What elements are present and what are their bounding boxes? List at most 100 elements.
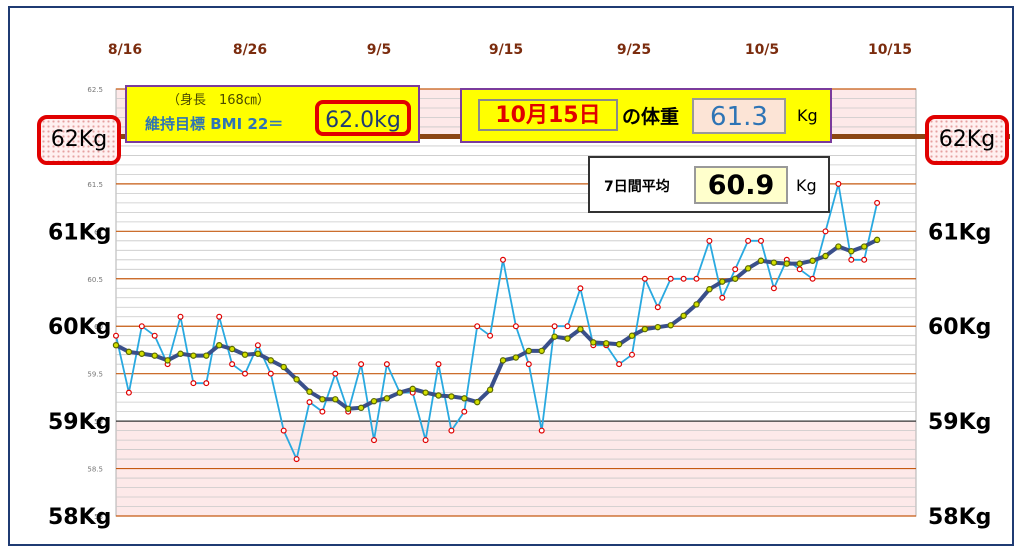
- daily-weight-point: [874, 199, 881, 206]
- seven-day-average-point: [641, 325, 649, 333]
- x-tick-label: 10/5: [745, 42, 779, 58]
- daily-weight-point: [745, 237, 752, 244]
- daily-weight-point: [564, 323, 571, 330]
- seven-day-average-point: [370, 397, 378, 405]
- seven-day-average-point: [783, 260, 791, 267]
- daily-weight-point: [680, 275, 687, 282]
- daily-weight-point: [203, 380, 210, 387]
- average-value: 60.9: [694, 166, 788, 204]
- today-date: 10月15日: [478, 99, 618, 131]
- daily-weight-point: [332, 370, 339, 377]
- seven-day-average-point: [822, 252, 829, 260]
- goal-bmi-label: 維持目標 BMI 22＝: [145, 115, 284, 133]
- seven-day-average-point: [435, 392, 442, 399]
- daily-weight-point: [254, 342, 261, 349]
- y-axis-label-left: 58Kg: [48, 505, 111, 530]
- daily-weight-point: [461, 408, 468, 415]
- today-weight-value: 61.3: [692, 98, 786, 134]
- y-axis-label-left: 59Kg: [48, 410, 111, 435]
- seven-day-average-point: [138, 350, 145, 357]
- average-unit: Kg: [796, 176, 817, 195]
- daily-weight-point: [719, 294, 726, 301]
- x-tick-label: 9/25: [617, 42, 651, 58]
- y-axis-label-left: 61Kg: [48, 220, 111, 245]
- seven-day-average-point: [512, 354, 520, 361]
- seven-day-average-point: [215, 342, 223, 349]
- seven-day-average-point: [706, 286, 713, 293]
- daily-weight-point: [112, 332, 119, 339]
- y-tick-label-small: 58: [94, 513, 103, 521]
- seven-day-average-point: [319, 396, 326, 403]
- daily-weight-point: [538, 427, 545, 434]
- seven-day-average-point: [577, 325, 584, 333]
- seven-day-average-point: [538, 347, 545, 355]
- today-weight-unit: Kg: [797, 106, 818, 125]
- today-weight-box: 10月15日 の体重 61.3 Kg: [460, 88, 832, 143]
- seven-day-average-point: [835, 243, 842, 250]
- seven-day-average-point: [770, 259, 778, 266]
- x-tick-label: 10/15: [868, 42, 912, 58]
- y-axis-label-right: 60Kg: [928, 315, 991, 340]
- seven-day-average-point: [848, 248, 855, 255]
- seven-day-average-point: [757, 257, 765, 264]
- seven-day-average-point: [293, 376, 300, 383]
- daily-weight-point: [628, 351, 635, 358]
- daily-weight-point: [770, 285, 777, 292]
- seven-day-average-point: [448, 393, 455, 400]
- x-tick-label: 9/5: [367, 42, 392, 58]
- seven-day-average-point: [873, 236, 881, 244]
- seven-day-average-box: 7日間平均 60.9 Kg: [588, 156, 830, 213]
- seven-day-average-point: [203, 352, 210, 359]
- seven-day-average-point: [861, 243, 868, 250]
- daily-weight-point: [616, 361, 623, 368]
- today-weight-label: の体重: [622, 106, 680, 128]
- daily-weight-point: [693, 275, 700, 282]
- seven-day-average-point: [732, 275, 739, 282]
- seven-day-average-point: [383, 395, 391, 402]
- seven-day-average-point: [474, 398, 481, 406]
- seven-day-average-point: [499, 357, 507, 364]
- seven-day-average-point: [306, 388, 313, 395]
- daily-weight-point: [654, 304, 661, 311]
- daily-weight-point: [796, 266, 803, 273]
- daily-weight-point: [371, 437, 378, 444]
- seven-day-average-point: [680, 312, 687, 319]
- daily-weight-point: [757, 237, 764, 244]
- seven-day-average-point: [809, 257, 816, 264]
- y-axis-label-left: 60Kg: [48, 315, 111, 340]
- daily-weight-point: [280, 427, 287, 434]
- daily-weight-point: [383, 361, 390, 368]
- seven-day-average-point: [125, 348, 133, 356]
- daily-weight-point: [732, 266, 739, 273]
- seven-day-average-point: [796, 260, 803, 267]
- seven-day-average-point: [228, 345, 236, 353]
- daily-weight-point: [151, 332, 158, 339]
- y-axis-label-right: 59Kg: [928, 410, 991, 435]
- seven-day-average-point: [357, 404, 365, 412]
- seven-day-average-point: [241, 351, 249, 358]
- y-tick-label-small: 62.5: [87, 86, 103, 94]
- y-tick-label-small: 59: [94, 418, 103, 426]
- seven-day-average-point: [345, 405, 352, 412]
- daily-weight-point: [229, 361, 236, 368]
- daily-weight-point: [422, 437, 429, 444]
- daily-weight-point: [577, 285, 584, 292]
- seven-day-average-point: [254, 350, 262, 357]
- seven-day-average-point: [332, 396, 339, 403]
- daily-weight-point: [487, 332, 494, 339]
- daily-weight-point: [358, 361, 365, 368]
- y-tick-label-small: 59.5: [87, 371, 103, 379]
- y-axis-label-right: 58Kg: [928, 505, 991, 530]
- daily-weight-point: [125, 389, 132, 396]
- seven-day-average-point: [615, 341, 623, 348]
- goal-weight-value: 62.0kg: [315, 100, 411, 136]
- daily-weight-point: [242, 370, 249, 377]
- seven-day-average-point: [693, 301, 700, 308]
- goal-badge-right: 62Kg: [925, 115, 1009, 165]
- daily-weight-point: [861, 256, 868, 263]
- daily-weight-point: [848, 256, 855, 263]
- seven-day-average-point: [744, 265, 752, 272]
- daily-weight-point: [138, 323, 145, 330]
- daily-weight-point: [706, 237, 713, 244]
